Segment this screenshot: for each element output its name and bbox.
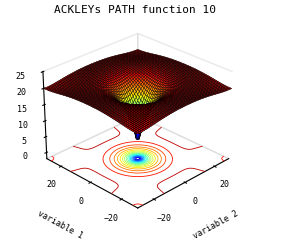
X-axis label: variable 2: variable 2: [191, 209, 239, 240]
Y-axis label: variable 1: variable 1: [36, 209, 84, 240]
Title: ACKLEYs PATH function 10: ACKLEYs PATH function 10: [54, 5, 216, 15]
